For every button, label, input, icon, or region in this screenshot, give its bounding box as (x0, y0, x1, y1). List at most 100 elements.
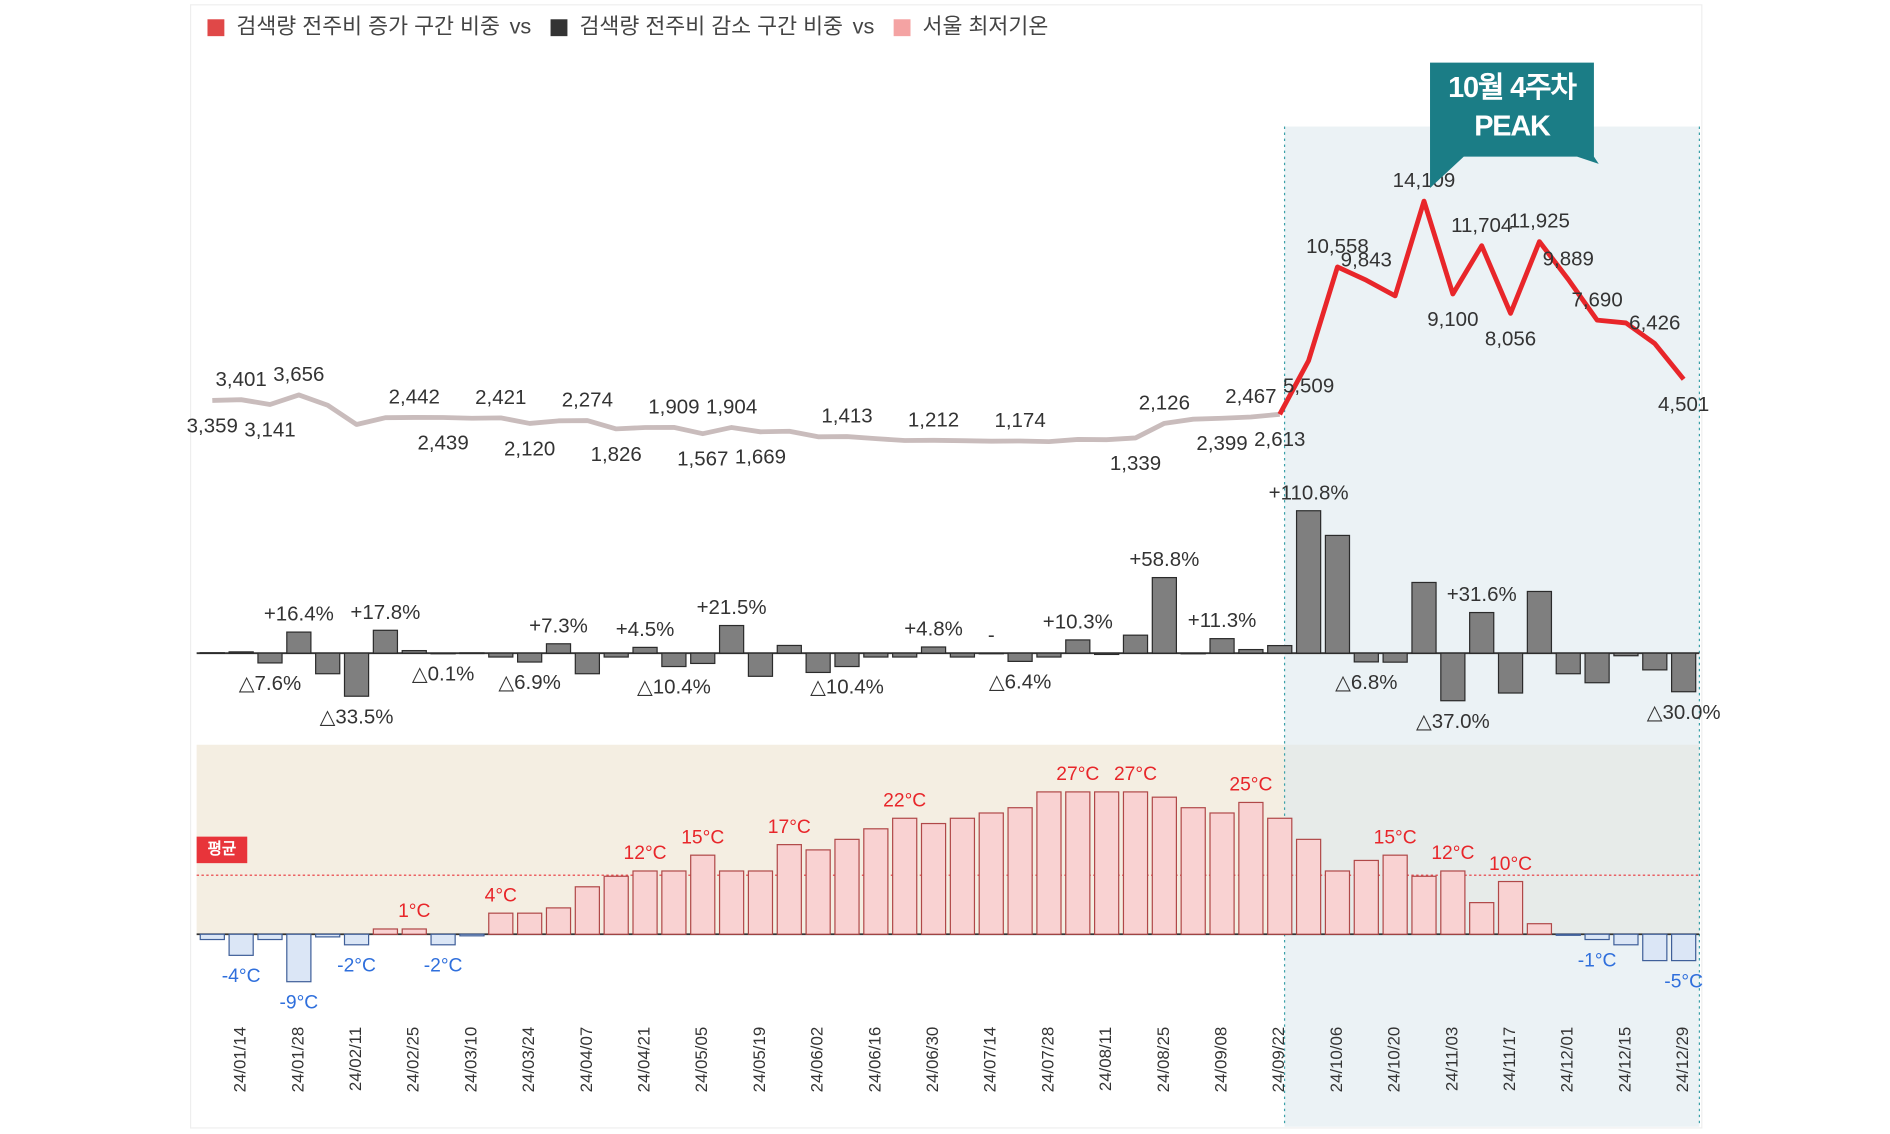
temperature-label: -4°C (222, 966, 261, 987)
change-label: +21.5% (697, 596, 767, 619)
temperature-label: 15°C (1374, 827, 1417, 848)
legend-separator: vs (510, 13, 532, 38)
change-bar (747, 652, 774, 677)
search-line (212, 392, 1280, 445)
x-tick-label: 24/07/28 (1038, 1027, 1057, 1093)
change-bar (1382, 652, 1408, 663)
change-label: - (988, 624, 995, 647)
x-tick-label: 24/06/02 (808, 1027, 827, 1093)
change-label: △6.8% (1335, 671, 1397, 694)
change-bar (690, 652, 716, 665)
change-bar (949, 652, 976, 658)
legend-label: 검색량 전주비 증가 구간 비중 (236, 13, 500, 38)
change-label: △37.0% (1416, 710, 1490, 733)
temperature-label: -1°C (1578, 950, 1617, 971)
change-bar (1295, 510, 1322, 654)
temperature-bar (632, 870, 658, 935)
change-bar (545, 643, 572, 654)
average-label: 평균 (208, 840, 237, 858)
change-bar (1555, 652, 1581, 675)
line-value-label: 2,120 (504, 437, 555, 460)
temperature-label: 1°C (398, 901, 430, 922)
temperature-label: 4°C (485, 885, 517, 906)
line-value-label: 2,126 (1139, 391, 1190, 414)
line-value-label: 1,904 (706, 396, 757, 419)
change-bar (661, 652, 687, 668)
change-bar (1209, 638, 1235, 654)
temperature-bar (603, 875, 629, 935)
line-value-label: 1,339 (1110, 452, 1161, 475)
x-tick-label: 24/06/16 (865, 1027, 884, 1093)
change-bar (1584, 652, 1610, 684)
change-bar (516, 652, 543, 663)
line-value-label: 11,704 (1451, 214, 1512, 237)
change-label: +11.3% (1188, 609, 1256, 632)
change-bar (920, 646, 947, 654)
change-bar (1440, 652, 1466, 702)
change-bar (1036, 652, 1062, 658)
x-tick-label: 24/01/28 (288, 1027, 307, 1093)
line-value-label: 5,509 (1283, 375, 1334, 398)
line-value-label: 4,501 (1658, 393, 1709, 416)
temperature-bar (545, 907, 572, 935)
temperature-bar (834, 838, 860, 935)
change-bar (1122, 634, 1149, 654)
change-bar (574, 652, 601, 675)
temperature-bar (892, 817, 918, 935)
temperature-label: 25°C (1229, 775, 1272, 796)
temperature-bar (199, 933, 225, 941)
x-tick-label: 24/05/19 (750, 1027, 769, 1093)
temperature-bar (372, 928, 399, 935)
change-label: △33.5% (320, 705, 394, 728)
change-label: △6.4% (989, 670, 1051, 693)
change-bar (1497, 652, 1524, 694)
change-bar (1151, 576, 1178, 654)
temperature-label: 15°C (681, 827, 724, 848)
change-bar (1180, 652, 1206, 655)
legend-separator: vs (853, 13, 875, 38)
line-value-label: 3,359 (187, 414, 238, 437)
change-bar (892, 652, 918, 658)
change-bar (343, 652, 370, 697)
temperature-bar (1065, 791, 1091, 935)
temperature-bar (1526, 923, 1553, 935)
temperature-bar (776, 844, 802, 935)
annotation-callout (1430, 62, 1599, 188)
temperature-bar (1036, 791, 1062, 935)
change-bar (834, 652, 860, 668)
line-value-label: 2,442 (389, 386, 440, 409)
change-bar (488, 652, 514, 658)
change-bar (805, 652, 831, 674)
x-tick-label: 24/09/08 (1212, 1027, 1231, 1093)
change-bar (1469, 611, 1495, 654)
change-bar (1671, 652, 1697, 693)
change-bar (372, 629, 399, 654)
temperature-label: -9°C (279, 992, 318, 1013)
temperature-bar (1093, 791, 1120, 935)
x-tick-label: 24/10/06 (1327, 1027, 1346, 1093)
line-value-label: 1,212 (908, 408, 959, 431)
temperature-bar (401, 928, 427, 935)
temperature-bar (488, 912, 514, 935)
change-label: +4.5% (616, 618, 675, 641)
annotation-text: PEAK (1474, 110, 1551, 142)
line-value-label: 3,401 (216, 368, 267, 391)
temperature-label: 27°C (1114, 764, 1157, 785)
temperature-bar (1555, 933, 1581, 936)
change-bar (1324, 534, 1351, 654)
x-tick-label: 24/10/20 (1385, 1027, 1404, 1093)
x-tick-label: 24/08/11 (1096, 1027, 1115, 1091)
change-bar (228, 651, 254, 654)
line-value-label: 10,558 (1306, 235, 1369, 258)
temperature-bar (1353, 859, 1379, 935)
x-tick-label: 24/12/15 (1615, 1027, 1634, 1093)
temperature-bar (459, 933, 485, 937)
change-bar (718, 624, 745, 654)
x-tick-label: 24/07/14 (981, 1027, 1000, 1093)
x-tick-label: 24/04/07 (577, 1027, 596, 1093)
temperature-bar (1267, 817, 1293, 935)
change-bar (1093, 652, 1120, 656)
change-bar (199, 652, 225, 654)
temperature-bar (257, 933, 283, 941)
change-bar (978, 652, 1004, 655)
